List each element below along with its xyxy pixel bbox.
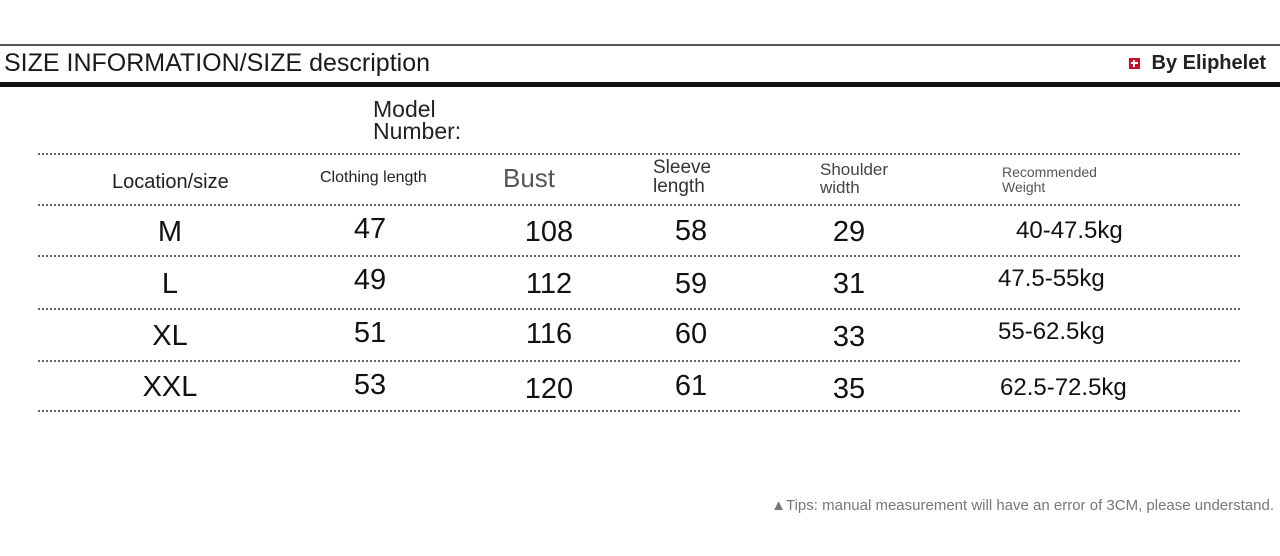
- size-cell: XXL: [142, 371, 198, 403]
- measurement-tip: ▲Tips: manual measurement will have an e…: [771, 497, 1274, 514]
- clothing-length-cell: 49: [353, 264, 387, 296]
- clothing-length-cell: 47: [353, 213, 387, 245]
- table-rule: [38, 360, 1240, 362]
- size-cell: XL: [152, 320, 188, 352]
- shoulder-width-cell: 31: [832, 268, 866, 300]
- shoulder-width-cell: 29: [832, 216, 866, 248]
- column-header-shoulder-width: Shoulder width: [820, 160, 889, 197]
- table-rule: [38, 410, 1240, 412]
- shoulder-width-cell: 35: [832, 373, 866, 405]
- clothing-length-cell: 51: [353, 317, 387, 349]
- column-header-bust: Bust: [503, 163, 556, 193]
- sleeve-length-cell: 59: [674, 268, 708, 300]
- table-rule: [38, 308, 1240, 310]
- sleeve-length-cell: 58: [674, 215, 708, 247]
- page-title: SIZE INFORMATION/SIZE description: [4, 49, 431, 77]
- bust-cell: 112: [525, 268, 573, 300]
- brand: By Eliphelet: [1128, 51, 1266, 75]
- size-cell: L: [161, 268, 179, 300]
- size-cell: M: [157, 216, 183, 248]
- weight-cell: 62.5-72.5kg: [1000, 374, 1127, 401]
- column-header-location-size: Location/size: [112, 171, 229, 193]
- weight-cell: 55-62.5kg: [998, 318, 1105, 345]
- red-cross-square-icon: [1128, 57, 1140, 69]
- sleeve-length-cell: 61: [674, 370, 708, 402]
- model-number-label: Model Number:: [373, 96, 462, 144]
- bust-cell: 116: [525, 318, 573, 350]
- brand-name: By Eliphelet: [1151, 51, 1266, 74]
- sleeve-length-cell: 60: [674, 318, 708, 350]
- table-rule: [38, 204, 1240, 206]
- column-header-clothing-length: Clothing length: [320, 169, 427, 186]
- column-header-recommended-weight: Recommended Weight: [1002, 164, 1097, 195]
- header-top-rule: [0, 44, 1280, 46]
- table-rule: [38, 153, 1240, 155]
- header-bottom-rule: [0, 82, 1280, 87]
- clothing-length-cell: 53: [353, 369, 387, 401]
- bust-cell: 120: [524, 373, 574, 405]
- bust-cell: 108: [524, 216, 574, 248]
- shoulder-width-cell: 33: [832, 321, 866, 353]
- table-rule: [38, 255, 1240, 257]
- weight-cell: 40-47.5kg: [1016, 217, 1123, 244]
- column-header-sleeve-length: Sleeve length: [653, 157, 712, 197]
- weight-cell: 47.5-55kg: [998, 265, 1105, 292]
